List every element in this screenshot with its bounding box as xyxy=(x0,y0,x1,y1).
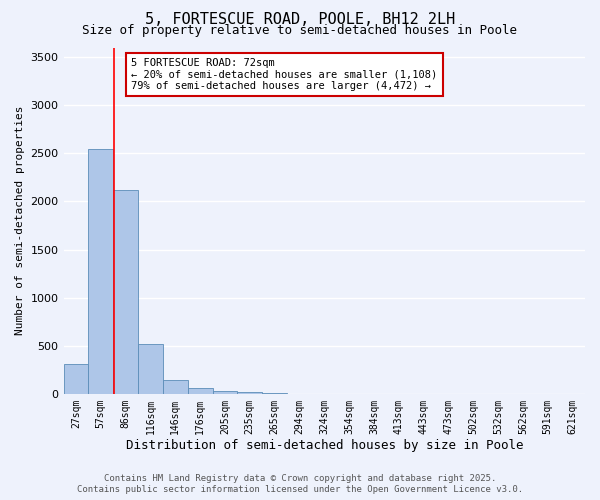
X-axis label: Distribution of semi-detached houses by size in Poole: Distribution of semi-detached houses by … xyxy=(125,440,523,452)
Text: 5, FORTESCUE ROAD, POOLE, BH12 2LH: 5, FORTESCUE ROAD, POOLE, BH12 2LH xyxy=(145,12,455,28)
Bar xyxy=(163,380,188,394)
Bar xyxy=(212,391,238,394)
Bar xyxy=(64,364,88,394)
Bar xyxy=(188,388,212,394)
Text: Size of property relative to semi-detached houses in Poole: Size of property relative to semi-detach… xyxy=(83,24,517,37)
Bar xyxy=(88,150,113,394)
Text: 5 FORTESCUE ROAD: 72sqm
← 20% of semi-detached houses are smaller (1,108)
79% of: 5 FORTESCUE ROAD: 72sqm ← 20% of semi-de… xyxy=(131,58,437,91)
Text: Contains HM Land Registry data © Crown copyright and database right 2025.
Contai: Contains HM Land Registry data © Crown c… xyxy=(77,474,523,494)
Y-axis label: Number of semi-detached properties: Number of semi-detached properties xyxy=(15,106,25,336)
Bar xyxy=(113,190,138,394)
Bar xyxy=(138,344,163,394)
Bar xyxy=(238,392,262,394)
